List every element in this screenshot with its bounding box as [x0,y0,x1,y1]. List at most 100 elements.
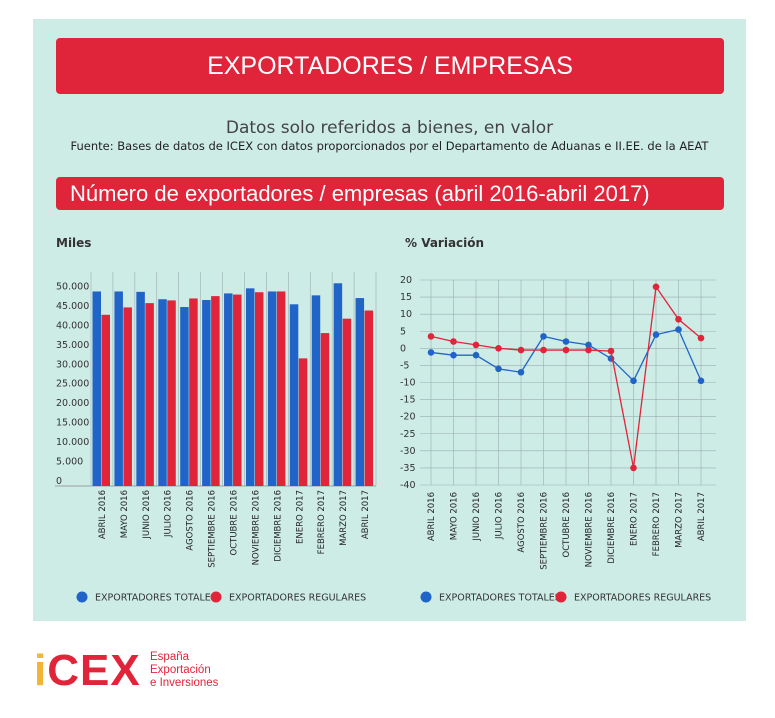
x-tick-label: OCTUBRE 2016 [562,492,572,557]
y-tick-label: 15 [400,292,412,303]
x-tick-label: ENERO 2017 [630,492,640,546]
x-tick-label: NOVIEMBRE 2016 [585,492,595,567]
y-tick-label: 20 [400,275,412,286]
bar-regulares [364,310,374,486]
bar-totales [158,299,167,486]
x-tick-label: FEBRERO 2017 [652,492,662,556]
point-totales [472,351,480,359]
x-tick-label: OCTUBRE 2016 [230,490,240,555]
point-regulares [450,338,457,345]
bar-regulares [276,291,286,486]
y-tick-label: 10.000 [56,437,89,448]
bar-regulares [320,333,330,486]
point-regulares [495,345,502,352]
line-chart-unit-label: % Variación [405,236,485,250]
point-totales [675,326,682,333]
point-regulares [472,341,480,349]
logo-line-1: España [150,651,190,663]
bar-totales [289,304,299,486]
y-tick-label: 0 [400,343,406,354]
y-tick-label: 45.000 [56,301,89,312]
point-totales [652,331,660,338]
x-tick-label: JUNIO 2016 [142,490,152,540]
bar-regulares [145,303,154,486]
y-tick-label: -25 [400,429,416,440]
point-totales [495,365,502,373]
y-tick-label: 5 [400,326,406,337]
x-tick-label: JULIO 2016 [495,492,505,540]
point-totales [540,333,547,340]
bar-regulares [189,298,198,486]
logo-line-2: Exportación [150,664,211,676]
y-tick-label: 0 [56,476,62,487]
logo-letters-cex: CEX [47,646,141,695]
legend-marker-regulares [555,591,567,603]
legend-label-totales: EXPORTADORES TOTALES [95,593,217,604]
y-tick-label: 20.000 [56,398,89,409]
point-regulares [427,333,435,340]
bar-totales [355,298,365,486]
x-tick-label: AGOSTO 2016 [186,490,196,551]
y-tick-label: -40 [400,480,416,491]
legend-marker-totales [76,591,88,603]
bar-totales [114,291,123,486]
bar-regulares [123,307,132,486]
x-tick-label: AGOSTO 2016 [517,492,527,553]
y-tick-label: 5.000 [56,457,83,468]
legend-label-regulares: EXPORTADORES REGULARES [229,593,366,604]
bar-totales [333,283,343,486]
point-totales [450,351,457,359]
y-tick-label: -30 [400,446,416,457]
bar-regulares [101,314,110,486]
bar-totales [267,291,277,486]
point-totales [562,338,570,345]
point-totales [630,377,637,385]
point-regulares [540,346,547,354]
point-regulares [607,347,615,355]
point-regulares [630,464,637,472]
x-tick-label: MAYO 2016 [450,492,460,540]
bar-regulares [167,300,176,486]
bar-regulares [254,292,264,486]
section-title: Número de exportadores / empresas (abril… [56,177,724,210]
bar-regulares [211,296,220,486]
bar-totales [136,291,145,486]
y-tick-label: 10 [400,309,412,320]
y-tick-label: -5 [400,360,409,371]
page-title: EXPORTADORES / EMPRESAS [56,38,724,94]
y-tick-label: 25.000 [56,379,89,390]
point-regulares [585,346,592,354]
legend-label-totales: EXPORTADORES TOTALES [439,593,561,604]
bar-totales [245,288,255,486]
point-regulares [675,315,682,323]
x-tick-label: JUNIO 2016 [472,492,482,542]
bar-totales [202,300,211,486]
legend-marker-regulares [210,591,222,603]
logo-tagline: España Exportación e Inversiones [150,651,218,690]
source-note: Fuente: Bases de datos de ICEX con datos… [70,139,709,153]
point-totales [697,377,705,385]
bar-chart-unit-label: Miles [56,236,92,250]
x-tick-label: MAYO 2016 [120,490,130,538]
logo-line-3: e Inversiones [150,677,219,689]
y-tick-label: 30.000 [56,359,89,370]
x-tick-label: DICIEMBRE 2016 [273,490,283,562]
y-tick-label: -20 [400,412,416,423]
point-regulares [697,334,705,342]
x-tick-label: MARZO 2017 [675,492,685,548]
x-tick-label: SEPTIEMBRE 2016 [540,492,550,570]
y-tick-label: 15.000 [56,418,89,429]
y-tick-label: 35.000 [56,340,89,351]
point-totales [427,349,435,356]
legend-marker-totales [420,591,432,603]
bar-totales [180,307,189,486]
bar-totales [224,293,233,486]
y-tick-label: -10 [400,378,416,389]
x-tick-label: ABRIL 2016 [427,492,437,541]
legend-label-regulares: EXPORTADORES REGULARES [574,593,711,604]
x-tick-label: NOVIEMBRE 2016 [251,490,261,565]
bar-regulares [298,358,308,486]
bar-totales [92,291,101,486]
